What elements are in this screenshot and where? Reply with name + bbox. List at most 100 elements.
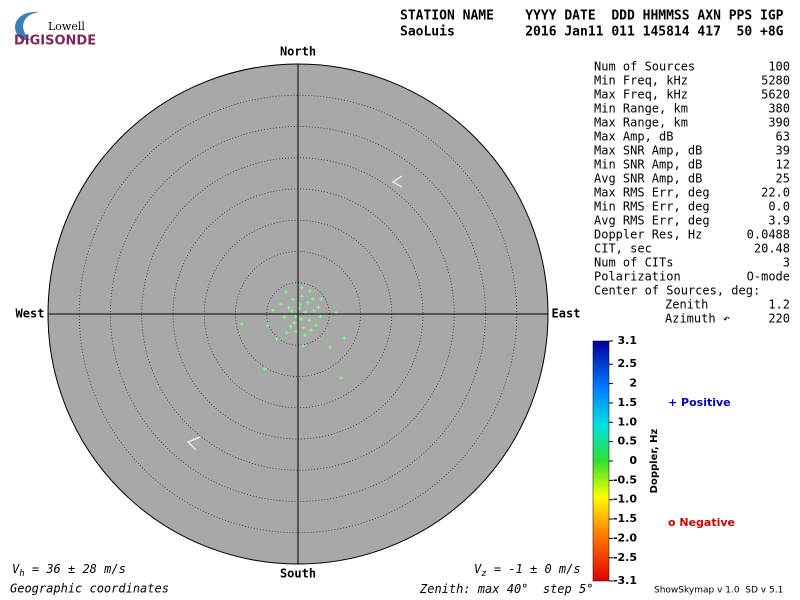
colorbar-tick-label: -1.5 [613,512,637,525]
stat-label: CIT, sec [594,242,652,256]
stat-label: Min Range, km [594,102,688,116]
source-marker [299,317,304,321]
stat-value: 39 [776,144,790,158]
source-marker [284,330,289,335]
vz-sub: z [481,569,486,579]
vh-symbol: V [12,562,20,576]
source-marker [306,300,310,305]
stat-value: 5280 [761,74,790,88]
center-title: Center of Sources, deg: [594,284,760,298]
source-marker [314,323,319,328]
source-marker [311,297,315,301]
stat-value: 100 [768,60,790,74]
stat-value: 380 [768,102,790,116]
east-label: East [552,307,581,321]
colorbar-tick-label: 1.5 [618,396,638,409]
stat-value: 3.9 [768,214,790,228]
colorbar-tick-label: 0.5 [618,435,638,448]
stat-value: 390 [768,116,790,130]
stat-value: 0.0 [768,200,790,214]
source-marker [297,302,302,307]
source-marker [316,305,321,310]
stat-label: Num of CITs [594,256,673,270]
arrow-chevron [186,436,201,451]
colorbar [592,340,610,582]
colorbar-tick-label: -2.0 [613,531,637,544]
stat-label: Avg SNR Amp, dB [594,172,702,186]
vz-symbol: V [474,562,482,576]
source-marker [289,308,294,313]
zenith-unit: ° [521,582,528,596]
stat-label: Max Freq, kHz [594,88,688,102]
stat-label: Max RMS Err, deg [594,186,710,200]
source-marker [299,294,304,299]
source-marker [292,320,297,325]
sources [239,285,347,380]
vh-sub: h [19,569,24,579]
source-marker [301,343,305,348]
source-marker [319,297,324,301]
zenith-info: Zenith: max 40° step 5° [419,582,593,596]
colorbar-tick-label: 2 [629,377,637,390]
source-marker [311,308,316,313]
colorbar-tick-label: 1.0 [618,415,638,428]
logo-swoosh [15,11,40,40]
source-marker [291,297,295,302]
stat-value: 25 [776,172,790,186]
colorbar-tick-label: -1.0 [613,493,637,506]
source-marker [301,325,306,330]
colorbar-tick-label: 2.5 [618,357,638,370]
source-marker [318,314,323,319]
source-marker [271,308,275,313]
stat-label: Max SNR Amp, dB [594,144,702,158]
source-marker [239,322,244,326]
stat-label: Avg RMS Err, deg [594,214,710,228]
colorbar-tick-label: 0 [629,454,637,467]
zenith-max: 40 [507,582,521,596]
stat-value: 20.48 [754,242,790,256]
source-marker [286,305,291,310]
north-label: North [280,45,316,59]
vh-value: = 36 ± 28 m/s [25,562,126,576]
colorbar-tick-label: -0.5 [613,473,637,486]
source-marker [293,314,298,319]
legend-positive: + Positive [668,396,731,409]
source-marker [302,333,307,338]
stat-label: Polarization [594,270,681,284]
source-marker [339,375,344,380]
source-marker [279,302,284,306]
vh-text: Vh = 36 ± 28 m/s [12,562,126,579]
vz-text: Vz = -1 ± 0 m/s [474,562,581,579]
legend-negative: o Negative [668,516,735,529]
source-marker [294,329,299,334]
header-columns: STATION NAME YYYY DATE DDD HHMMSS AXN PP… [400,9,784,24]
stat-label: Doppler Res, Hz [594,228,702,242]
stat-label: Max Amp, dB [594,130,673,144]
source-marker [307,318,312,323]
source-marker [282,315,287,320]
source-marker [284,290,289,295]
center-label: Zenith [665,298,708,312]
stat-label: Num of Sources [594,60,695,74]
colorbar-label: Doppler, Hz [649,429,660,494]
center-value: 220 [768,312,790,326]
stat-value: 0.0488 [747,228,790,242]
source-marker [303,310,308,315]
zenith-label: Zenith: max [419,582,500,596]
version: ShowSkymap v 1.0 SD v 5.1 [654,586,783,596]
source-marker [299,285,304,290]
west-label: West [16,307,45,321]
colorbar-ticks: 3.1 2.5 2 1.5 1.0 0.5 0 -0.5 -1.0 -1.5 -2.0 -2.5 -3.… [609,334,637,587]
stat-value: O-mode [747,270,790,284]
arrow-chevron [391,175,403,188]
source-marker [309,328,314,333]
source-marker [288,324,293,329]
zenith-unit: ° [586,582,593,596]
stat-value: 5620 [761,88,790,102]
coords-label: Geographic coordinates [10,582,169,596]
source-marker [342,335,347,340]
source-marker [266,323,270,328]
center-value: 1.2 [768,298,790,312]
